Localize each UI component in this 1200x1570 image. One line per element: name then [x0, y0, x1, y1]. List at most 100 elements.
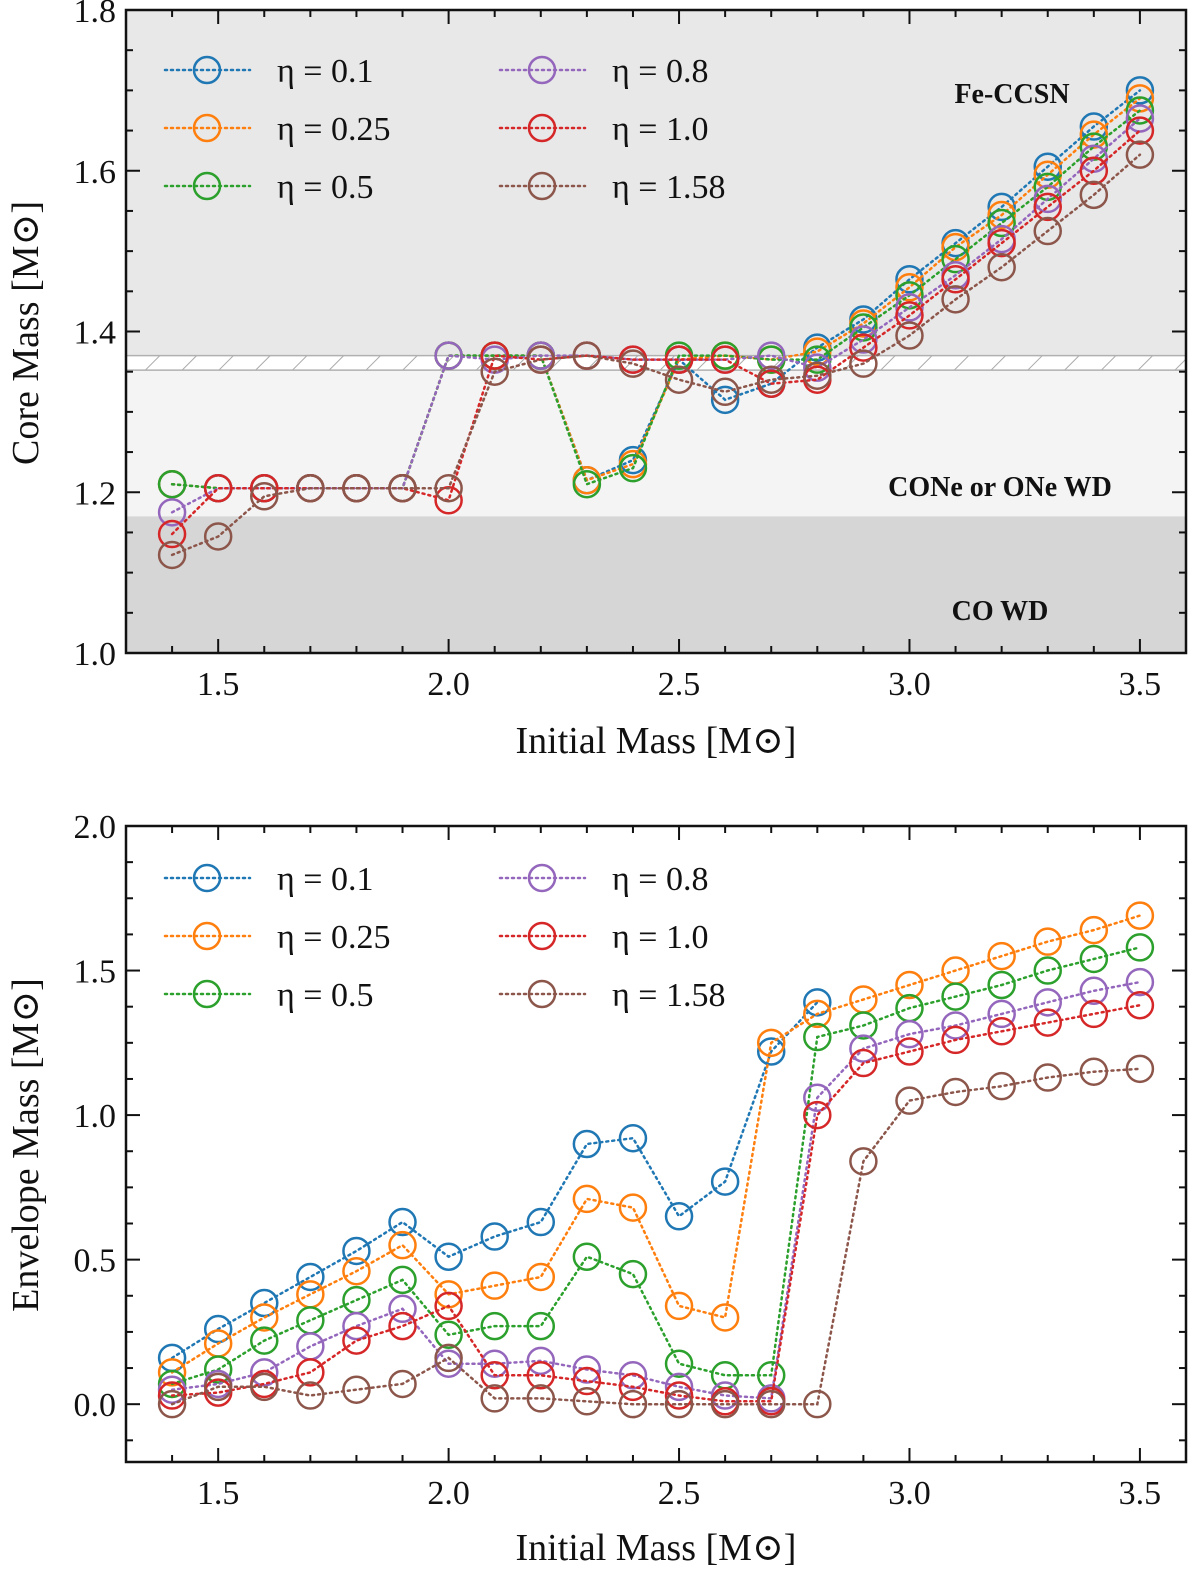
data-point	[664, 1349, 694, 1378]
core-mass-panel: 1.5 2.0 2.5 3.0 3.5 1.0 1.2 1.4 1.6 1.8 Fe-CCSN C…	[5, 0, 1188, 762]
data-point	[849, 313, 878, 342]
x-tick-label: 3.5	[1119, 1475, 1162, 1512]
data-point	[434, 473, 463, 503]
data-point	[480, 1349, 509, 1378]
x-tick-label: 1.5	[197, 1475, 240, 1512]
data-point	[342, 1256, 371, 1286]
data-point	[157, 1389, 187, 1419]
data-point	[526, 345, 556, 374]
data-point	[203, 1314, 233, 1344]
data-point	[987, 1071, 1016, 1101]
data-point	[618, 1259, 648, 1289]
envelope-mass-plot-frame	[124, 824, 1188, 1464]
data-point	[480, 341, 509, 370]
data-point	[941, 1077, 970, 1107]
legend-marker	[192, 113, 222, 143]
data-point	[250, 1326, 279, 1355]
legend-label: η = 0.8	[612, 861, 708, 898]
data-point	[618, 1389, 648, 1419]
data-point	[250, 482, 279, 511]
series-line	[170, 980, 1142, 1400]
data-point	[1125, 140, 1155, 169]
legend-item-3: η = 0.8	[498, 861, 708, 898]
data-point	[987, 941, 1016, 971]
data-point	[572, 341, 602, 370]
data-point	[203, 522, 233, 551]
data-point	[803, 999, 832, 1029]
data-point	[203, 473, 233, 503]
data-point	[1079, 156, 1109, 185]
x-tick-label: 2.5	[658, 666, 701, 703]
data-point	[1033, 927, 1062, 956]
data-point	[250, 473, 279, 503]
y-tick-label: 1.0	[74, 636, 117, 673]
legend-marker	[192, 979, 222, 1009]
data-point	[664, 1372, 694, 1402]
data-point	[480, 1361, 509, 1390]
data-point	[1125, 116, 1155, 145]
data-point	[710, 345, 740, 374]
data-point	[203, 1355, 233, 1384]
data-point	[1125, 76, 1155, 105]
data-point	[342, 1311, 371, 1341]
data-point	[756, 1028, 786, 1058]
y-tick-label: 1.8	[74, 0, 117, 30]
data-point	[895, 1037, 924, 1066]
legend-item-1: η = 0.25	[163, 919, 390, 956]
legend-label: η = 1.58	[612, 977, 725, 1014]
x-tick-label: 2.0	[427, 666, 470, 703]
data-point	[203, 1372, 233, 1402]
series-core-5	[157, 140, 1155, 570]
x-tick-label: 3.5	[1119, 666, 1162, 703]
data-point	[1125, 967, 1155, 997]
legend-label: η = 1.0	[612, 919, 708, 956]
data-point	[618, 349, 648, 378]
legend-marker	[527, 863, 557, 893]
data-point	[1033, 216, 1062, 246]
series-envelope-5	[157, 1054, 1155, 1419]
legend-item-4: η = 1.0	[498, 919, 708, 956]
data-point	[1033, 1008, 1062, 1037]
legend-item-5: η = 1.58	[498, 169, 725, 206]
data-point	[1125, 933, 1155, 962]
legend-marker	[192, 171, 222, 201]
legend-item-0: η = 0.1	[163, 861, 373, 898]
data-point	[572, 1129, 602, 1159]
data-point	[941, 982, 970, 1011]
data-point	[849, 349, 878, 378]
legend-item-2: η = 0.5	[163, 169, 373, 206]
data-point	[1079, 915, 1109, 945]
legend-item-0: η = 0.1	[163, 53, 373, 90]
envelope-mass-y-axis-label: Envelope Mass [M⊙]	[5, 978, 47, 1312]
legend-label: η = 0.1	[277, 861, 373, 898]
y-tick-label: 2.0	[74, 809, 117, 846]
data-point	[803, 1100, 832, 1130]
data-point	[434, 1242, 463, 1271]
legend-item-2: η = 0.5	[163, 977, 373, 1014]
data-point	[618, 1193, 648, 1222]
data-point	[572, 1184, 602, 1214]
data-point	[572, 469, 602, 499]
data-point	[895, 273, 924, 302]
envelope-mass-ticks: 1.5 2.0 2.5 3.0 3.5 0.0 0.5 1.0 1.5 2.0	[74, 809, 1187, 1512]
core-mass-legend: η = 0.1 η = 0.25 η = 0.5 η = 0.8 η = 1.0 η = …	[163, 53, 725, 206]
data-point	[296, 473, 325, 503]
data-point	[1079, 944, 1109, 974]
data-point	[1079, 999, 1109, 1029]
data-point	[849, 1034, 878, 1063]
data-point	[664, 1381, 694, 1410]
data-point	[526, 1207, 556, 1237]
data-point	[849, 333, 878, 362]
core-mass-y-axis-label: Core Mass [M⊙]	[5, 201, 47, 465]
data-point	[618, 1123, 648, 1153]
data-point	[987, 192, 1016, 222]
y-tick-label: 0.5	[74, 1243, 117, 1280]
data-point	[1125, 96, 1155, 125]
data-point	[895, 1086, 924, 1115]
data-point	[1079, 976, 1109, 1006]
region-band-2	[126, 516, 1186, 653]
data-point	[388, 1207, 417, 1237]
data-point	[296, 1358, 325, 1387]
data-point	[664, 1291, 694, 1321]
